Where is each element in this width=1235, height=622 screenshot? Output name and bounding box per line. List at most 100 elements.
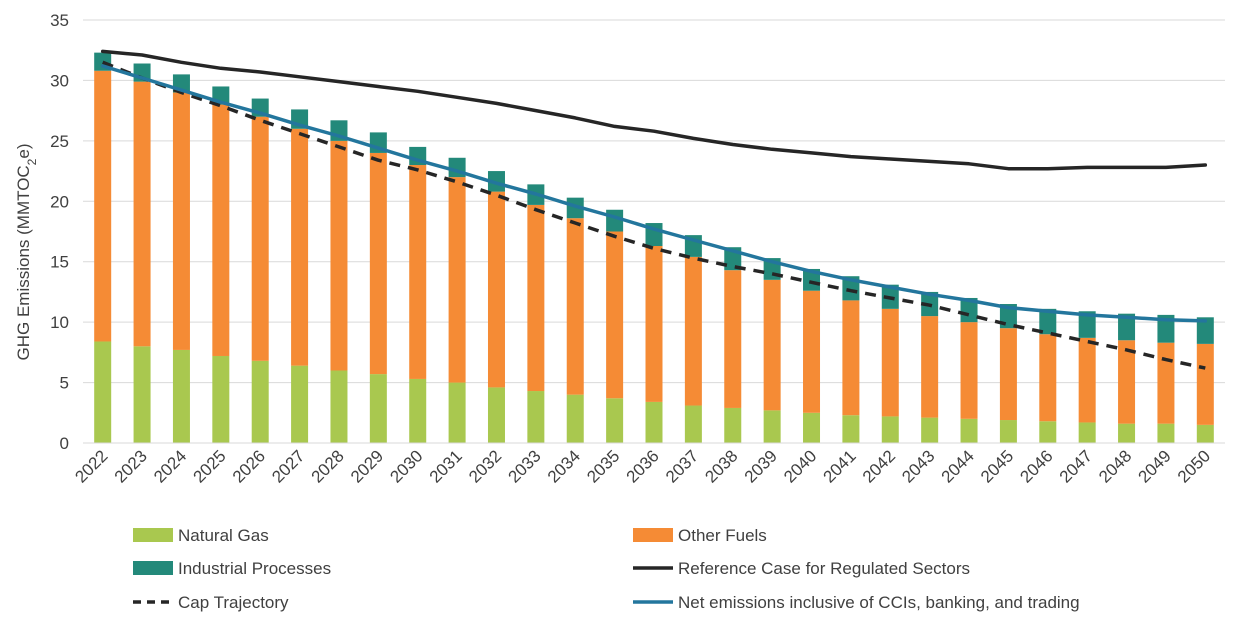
legend-label: Natural Gas bbox=[178, 526, 269, 545]
bar-segment bbox=[94, 341, 112, 443]
bar-segment bbox=[251, 116, 269, 361]
bar-segment bbox=[487, 191, 505, 388]
bar-segment bbox=[94, 70, 112, 342]
bar-segment bbox=[251, 360, 269, 443]
x-tick-label: 2028 bbox=[308, 446, 348, 486]
bar-segment bbox=[527, 391, 545, 443]
y-tick-label: 0 bbox=[60, 434, 69, 453]
x-tick-label: 2039 bbox=[741, 446, 781, 486]
x-tick-label: 2040 bbox=[780, 446, 820, 486]
bar-segment bbox=[172, 349, 190, 443]
x-tick-label: 2032 bbox=[465, 446, 505, 486]
legend-label: Cap Trajectory bbox=[178, 593, 289, 612]
x-tick-label: 2033 bbox=[505, 446, 545, 486]
bar-segment bbox=[172, 92, 190, 350]
x-tick-label: 2025 bbox=[189, 446, 229, 486]
y-tick-label: 15 bbox=[50, 253, 69, 272]
bar-segment bbox=[921, 417, 939, 443]
x-tick-label: 2049 bbox=[1135, 446, 1175, 486]
y-tick-label: 35 bbox=[50, 11, 69, 30]
series-line bbox=[102, 60, 1206, 370]
bar-segment bbox=[881, 308, 899, 417]
y-tick-label: 5 bbox=[60, 374, 69, 393]
x-tick-label: 2045 bbox=[977, 446, 1017, 486]
bar-segment bbox=[803, 290, 821, 413]
x-axis: 2022 2023 2024 2025 2026 2027 2028 2029 2030 2031… bbox=[71, 442, 1225, 487]
bar-segment bbox=[999, 328, 1017, 421]
bar-segment bbox=[763, 279, 781, 411]
bar-segment bbox=[291, 365, 309, 443]
bar-segment bbox=[487, 171, 505, 192]
x-tick-label: 2037 bbox=[662, 446, 702, 486]
x-tick-label: 2038 bbox=[701, 446, 741, 486]
bar-segment bbox=[960, 322, 978, 419]
y-axis-label: GHG Emissions (MMTOC2e) bbox=[14, 143, 39, 360]
series-lines bbox=[100, 49, 1208, 370]
bar-segment bbox=[921, 316, 939, 418]
y-axis-label-subscript: 2 bbox=[25, 158, 39, 165]
bar-segment bbox=[212, 104, 230, 356]
legend-swatch bbox=[133, 561, 173, 575]
bar-segment bbox=[527, 204, 545, 392]
bar-segment bbox=[566, 197, 584, 219]
bar-segment bbox=[842, 300, 860, 416]
series-line bbox=[100, 64, 1208, 323]
bar-segment bbox=[1118, 313, 1136, 341]
bar-segment bbox=[566, 394, 584, 443]
y-tick-label: 10 bbox=[50, 313, 69, 332]
bar-segment bbox=[763, 410, 781, 443]
bar-segment bbox=[1039, 308, 1057, 335]
x-tick-label: 2022 bbox=[71, 446, 111, 486]
bar-segment bbox=[645, 401, 663, 443]
bar-segment bbox=[409, 378, 427, 443]
x-tick-label: 2034 bbox=[544, 446, 584, 486]
bar-segment bbox=[645, 246, 663, 402]
bar-segment bbox=[1039, 334, 1057, 422]
bar-segment bbox=[842, 415, 860, 443]
bar-segment bbox=[291, 128, 309, 366]
bar-segment bbox=[1157, 314, 1175, 343]
legend: Natural Gas Other Fuels Industrial Process… bbox=[133, 526, 1080, 612]
bar-segment bbox=[999, 420, 1017, 443]
bar-segment bbox=[1078, 422, 1096, 443]
bar-segment bbox=[1039, 421, 1057, 443]
bar-segment bbox=[606, 398, 624, 443]
x-tick-label: 2024 bbox=[150, 446, 190, 486]
bar-segment bbox=[369, 152, 387, 375]
x-tick-label: 2041 bbox=[820, 446, 860, 486]
bar-segment bbox=[133, 346, 151, 443]
bar-segment bbox=[881, 416, 899, 443]
legend-label: Other Fuels bbox=[678, 526, 767, 545]
x-tick-label: 2036 bbox=[623, 446, 663, 486]
bar-segment bbox=[487, 387, 505, 443]
bar-segment bbox=[606, 231, 624, 399]
x-tick-label: 2035 bbox=[583, 446, 623, 486]
bar-segment bbox=[684, 405, 702, 443]
x-tick-label: 2030 bbox=[386, 446, 426, 486]
bar-segment bbox=[448, 177, 466, 383]
bar-segment bbox=[803, 412, 821, 443]
bar-segment bbox=[1157, 342, 1175, 424]
bar-segment bbox=[1196, 317, 1214, 344]
bar-segment bbox=[724, 270, 742, 408]
x-tick-label: 2027 bbox=[268, 446, 308, 486]
bar-segment bbox=[330, 370, 348, 443]
bar-segment bbox=[1196, 343, 1214, 425]
bar-segment bbox=[960, 418, 978, 443]
series-line bbox=[100, 49, 1208, 171]
bar-segment bbox=[1118, 340, 1136, 424]
bar-segment bbox=[803, 268, 821, 291]
bar-segment bbox=[684, 256, 702, 406]
legend-label: Industrial Processes bbox=[178, 559, 331, 578]
bar-segment bbox=[409, 165, 427, 379]
bar-segment bbox=[960, 297, 978, 323]
y-axis: 0 5 10 15 20 25 30 35 bbox=[50, 11, 69, 453]
x-tick-label: 2046 bbox=[1016, 446, 1056, 486]
bar-segment bbox=[1118, 423, 1136, 443]
x-tick-label: 2023 bbox=[111, 446, 151, 486]
bar-segment bbox=[330, 140, 348, 371]
bar-segment bbox=[212, 355, 230, 443]
x-tick-label: 2031 bbox=[426, 446, 466, 486]
bar-segment bbox=[133, 81, 151, 347]
